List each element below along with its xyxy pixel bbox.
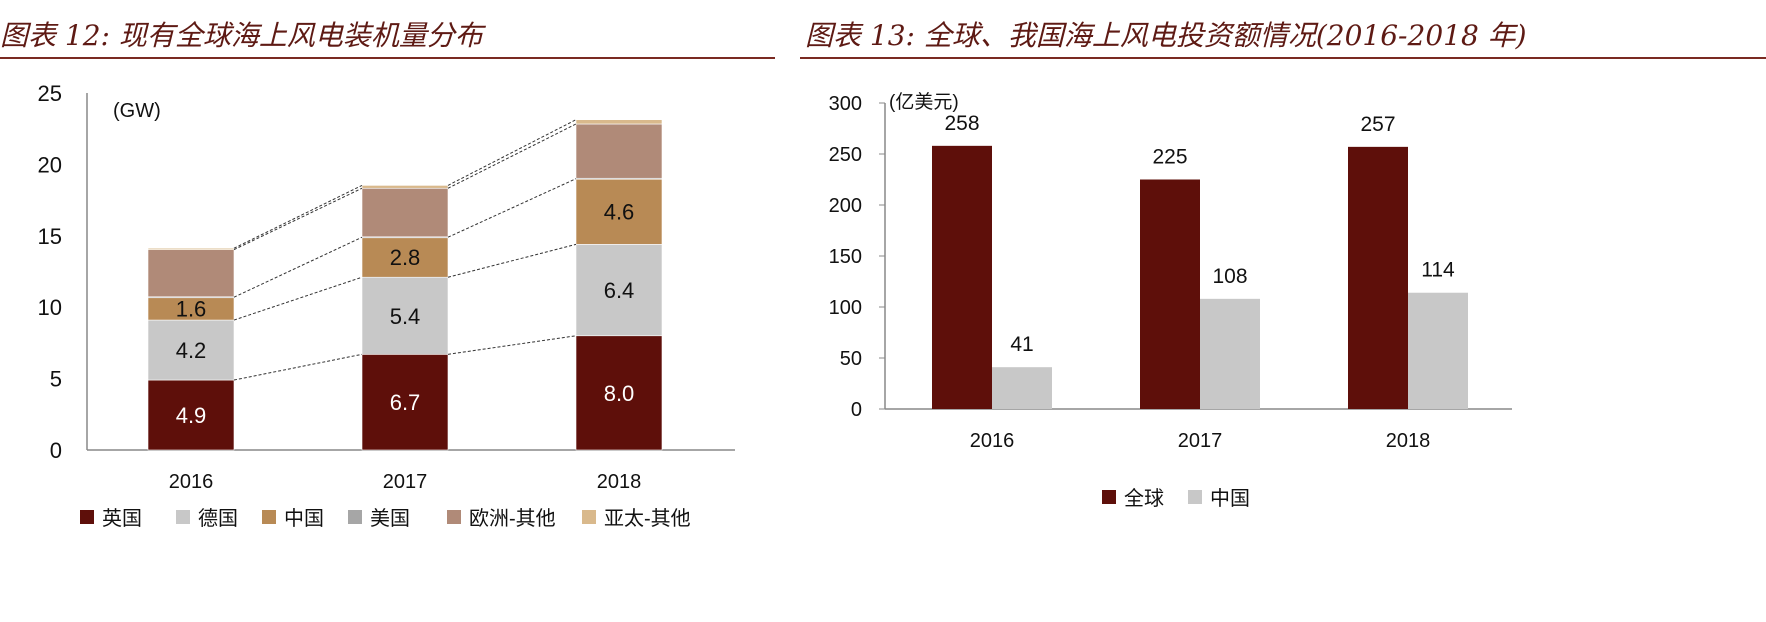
y-tick-label: 5 [50, 367, 62, 392]
legend-label: 全球 [1124, 487, 1164, 510]
connector-line [447, 178, 577, 238]
y-tick-label: 20 [38, 152, 62, 177]
legend-swatch-欧洲-其他 [447, 510, 461, 524]
y-tick-label: 10 [38, 295, 62, 320]
legend-label: 美国 [370, 507, 410, 530]
bar-segment-德国 [147, 319, 235, 381]
data-label: 257 [1360, 113, 1395, 136]
data-label: 2.8 [390, 245, 421, 270]
connector-line [233, 236, 363, 298]
legend-label: 中国 [1210, 487, 1250, 510]
data-label: 6.7 [390, 390, 421, 415]
y-tick-label: 200 [829, 195, 862, 217]
bar-segment-亚太-其他 [575, 119, 663, 125]
connector-line [233, 184, 363, 249]
y-tick-label: 300 [829, 93, 862, 115]
legend-label: 英国 [102, 507, 142, 530]
legend-swatch-美国 [348, 510, 362, 524]
bar-中国 [992, 367, 1052, 409]
x-tick-label: 2018 [1386, 430, 1431, 452]
bar-segment-英国 [575, 335, 663, 451]
connector-line [233, 353, 363, 381]
data-label: 114 [1421, 259, 1455, 282]
legend-swatch-全球 [1102, 490, 1116, 504]
x-tick-label: 2018 [597, 471, 642, 493]
y-unit-label: (GW) [113, 100, 161, 122]
data-label: 4.2 [176, 338, 207, 363]
data-label: 258 [944, 112, 979, 135]
connector-line [233, 187, 363, 251]
bar-segment-中国 [575, 178, 663, 245]
bar-全球 [1348, 146, 1408, 410]
data-label: 4.6 [604, 200, 635, 225]
legend-label: 中国 [284, 507, 324, 530]
data-label: 4.9 [176, 403, 207, 428]
bar-segment-德国 [361, 276, 449, 355]
legend-label: 亚太-其他 [604, 507, 691, 530]
bar-中国 [1200, 298, 1260, 409]
bar-segment-欧洲-其他 [361, 187, 449, 238]
y-tick-label: 250 [829, 144, 862, 166]
legend-label: 德国 [198, 507, 238, 530]
y-unit-label: (亿美元) [889, 91, 959, 113]
y-tick-label: 15 [38, 224, 62, 249]
connector-line [447, 123, 577, 189]
bar-中国 [1408, 292, 1468, 409]
bar-segment-亚太-其他 [147, 247, 235, 250]
connector-line [447, 335, 577, 355]
legend-label: 欧洲-其他 [469, 507, 556, 530]
connector-line [447, 119, 577, 186]
data-label: 41 [1010, 333, 1033, 356]
x-tick-label: 2016 [169, 471, 214, 493]
chart-12-title: 图表 12: 现有全球海上风电装机量分布 [0, 19, 483, 52]
y-tick-label: 25 [38, 81, 62, 106]
connector-line [447, 243, 577, 278]
data-label: 6.4 [604, 278, 635, 303]
connector-line [233, 276, 363, 321]
legend-swatch-中国 [262, 510, 276, 524]
y-tick-label: 150 [829, 246, 862, 268]
x-tick-label: 2017 [1178, 430, 1223, 452]
legend-swatch-英国 [80, 510, 94, 524]
y-tick-label: 0 [50, 438, 62, 463]
legend-swatch-亚太-其他 [582, 510, 596, 524]
bar-segment-中国 [361, 236, 449, 278]
data-label: 8.0 [604, 381, 635, 406]
x-tick-label: 2016 [970, 430, 1015, 452]
y-tick-label: 100 [829, 297, 862, 319]
bar-全球 [932, 145, 992, 409]
data-label: 108 [1212, 265, 1247, 288]
title-rule-left [0, 57, 775, 59]
bar-segment-英国 [361, 354, 449, 451]
title-rule-right [800, 57, 1766, 59]
bar-segment-欧洲-其他 [147, 249, 235, 298]
legend-swatch-中国 [1188, 490, 1202, 504]
legend-swatch-德国 [176, 510, 190, 524]
data-label: 5.4 [390, 304, 421, 329]
y-tick-label: 50 [840, 348, 862, 370]
bar-全球 [1140, 179, 1200, 409]
bar-segment-欧洲-其他 [575, 123, 663, 179]
data-label: 1.6 [176, 297, 207, 322]
bar-segment-亚太-其他 [361, 185, 449, 189]
x-tick-label: 2017 [383, 471, 428, 493]
chart-13-title: 图表 13: 全球、我国海上风电投资额情况(2016-2018 年) [805, 19, 1527, 52]
y-tick-label: 0 [851, 399, 862, 421]
data-label: 225 [1152, 146, 1187, 169]
